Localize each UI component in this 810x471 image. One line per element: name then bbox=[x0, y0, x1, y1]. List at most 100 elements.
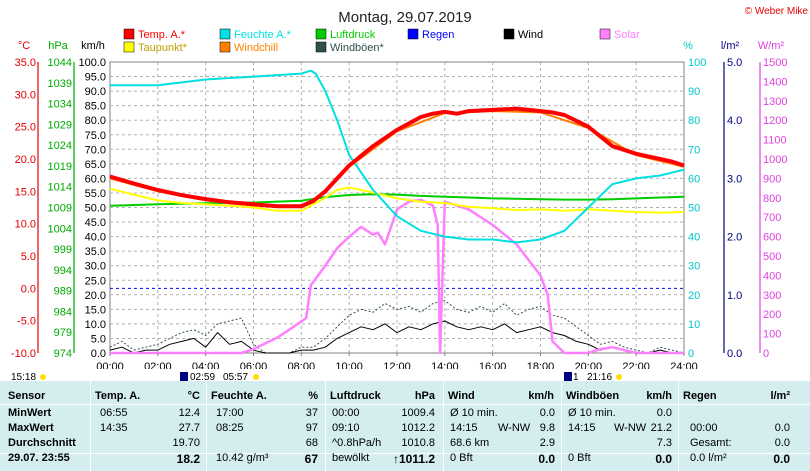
wind-tick-label: 20.0 bbox=[85, 290, 106, 302]
summary-row: 29.07. 23:55 18.2 10.42 g/m³ 67 bewölkt ↑1011… bbox=[0, 451, 810, 466]
header-humidity-unit: % bbox=[308, 390, 318, 402]
header-sensor: Sensor bbox=[8, 390, 46, 402]
summary-cell-label: MinWert bbox=[8, 407, 52, 419]
summary-cell-temp-val: 19.70 bbox=[172, 437, 200, 449]
wind-tick-label: 85.0 bbox=[85, 101, 106, 113]
solar-tick-label: 1000 bbox=[763, 154, 787, 166]
summary-cell-label: MaxWert bbox=[8, 422, 54, 434]
summary-cell-gust-val: 0.0 bbox=[656, 407, 672, 419]
summary-cell-press-val: 1009.4 bbox=[401, 407, 435, 419]
wind-tick-label: 95.0 bbox=[85, 72, 106, 84]
summary-cell-wind-val: 2.9 bbox=[539, 437, 555, 449]
wind-tick-label: 80.0 bbox=[85, 115, 106, 127]
header-wind-unit: km/h bbox=[528, 390, 554, 402]
series-line-feuchte-a bbox=[110, 69, 685, 244]
temp-tick-label: -10.0 bbox=[11, 348, 36, 360]
summary-cell-gust-a: 14:15 bbox=[568, 422, 596, 434]
moon-label: 1 bbox=[573, 372, 579, 381]
solar-tick-label: 400 bbox=[763, 270, 781, 282]
wind-tick-label: 90.0 bbox=[85, 86, 106, 98]
legend-swatch bbox=[503, 28, 515, 40]
summary-cell-wind-a: 68.6 km bbox=[450, 437, 490, 449]
header-temp-unit: °C bbox=[187, 390, 200, 402]
summary-cell-gust-b: W-NW bbox=[614, 422, 647, 434]
summary-row: MaxWert 14:35 27.7 08:25 97 09:10 1012.2 14:15 W… bbox=[0, 421, 810, 436]
rain-unit-label: l/m² bbox=[721, 40, 740, 52]
summary-row: MinWert 06:55 12.4 17:00 37 00:00 1009.4 Ø 10 m… bbox=[0, 406, 810, 421]
pressure-tick-label: 1019 bbox=[48, 161, 72, 173]
header-temp: Temp. A. bbox=[95, 390, 141, 402]
humidity-tick-label: 0 bbox=[688, 348, 694, 360]
wind-tick-label: 30.0 bbox=[85, 261, 106, 273]
temp-tick-label: 10.0 bbox=[15, 219, 36, 231]
pressure-tick-label: 984 bbox=[54, 306, 72, 318]
wind-tick-label: 50.0 bbox=[85, 203, 106, 215]
chart-series bbox=[109, 69, 685, 355]
legend-swatch bbox=[123, 28, 135, 40]
wind-tick-label: 0.0 bbox=[91, 348, 106, 360]
rain-tick-label: 0.0 bbox=[727, 348, 742, 360]
sun-icon bbox=[40, 374, 46, 380]
solar-tick-label: 1200 bbox=[763, 115, 787, 127]
time-left-label: 15:18 bbox=[11, 372, 36, 381]
summary-cell-rain-val: 0.0 bbox=[774, 437, 790, 449]
solar-tick-label: 500 bbox=[763, 251, 781, 263]
header-gust: Windböen bbox=[566, 390, 620, 402]
summary-cell-gust-a: Ø 10 min. bbox=[568, 407, 616, 419]
summary-cell-temp-time: 14:35 bbox=[100, 422, 128, 434]
summary-cell-temp-val: 27.7 bbox=[178, 422, 200, 434]
copyright-label: © Weber Mike bbox=[745, 6, 809, 17]
summary-cell-temp-val: 12.4 bbox=[178, 407, 200, 419]
solar-tick-label: 1400 bbox=[763, 76, 787, 88]
series-line-luftdruck bbox=[109, 193, 685, 207]
temp-tick-label: 30.0 bbox=[15, 89, 36, 101]
humidity-tick-label: 80 bbox=[688, 115, 700, 127]
weather-chart: Montag, 29.07.2019 © Weber Mike Temp. A.… bbox=[10, 6, 809, 381]
rain-tick-label: 1.0 bbox=[727, 290, 742, 302]
rain-tick-label: 5.0 bbox=[727, 57, 742, 69]
legend-swatch bbox=[219, 41, 231, 53]
humidity-tick-label: 20 bbox=[688, 290, 700, 302]
summary-cell-wind-a: Ø 10 min. bbox=[450, 407, 498, 419]
series-line-windböen bbox=[109, 300, 685, 354]
header-pressure-unit: hPa bbox=[414, 390, 435, 402]
summary-cell-temp-val: 18.2 bbox=[176, 452, 200, 466]
wind-tick-label: 60.0 bbox=[85, 173, 106, 185]
legend-label: Regen bbox=[422, 29, 454, 41]
summary-cell-gust-a: 0 Bft bbox=[568, 452, 591, 464]
summary-cell-wind-val: 9.8 bbox=[539, 422, 555, 434]
header-wind: Wind bbox=[448, 390, 475, 402]
chart-legend: Temp. A.* Feuchte A.* Luftdruck Regen Wind So… bbox=[123, 28, 640, 54]
wind-tick-label: 70.0 bbox=[85, 144, 106, 156]
humidity-tick-label: 10 bbox=[688, 319, 700, 331]
legend-label: Feuchte A.* bbox=[234, 29, 292, 41]
summary-cell-gust-val: 21.2 bbox=[650, 422, 672, 434]
summary-cell-wind-a: 14:15 bbox=[450, 422, 478, 434]
solar-tick-label: 800 bbox=[763, 193, 781, 205]
temp-tick-label: 5.0 bbox=[21, 251, 36, 263]
solar-tick-label: 1300 bbox=[763, 96, 787, 108]
header-rain-unit: l/m² bbox=[770, 390, 790, 402]
rain-tick-label: 2.0 bbox=[727, 232, 742, 244]
solar-tick-label: 300 bbox=[763, 290, 781, 302]
pressure-tick-label: 994 bbox=[54, 265, 72, 277]
solar-tick-label: 100 bbox=[763, 329, 781, 341]
temp-tick-label: -5.0 bbox=[17, 316, 36, 328]
summary-table: Sensor Temp. A. °C Feuchte A. % Luftdruc… bbox=[0, 381, 810, 471]
pressure-tick-label: 1004 bbox=[48, 223, 72, 235]
summary-cell-hum-time: 08:25 bbox=[216, 422, 244, 434]
moon-sun-icon bbox=[616, 374, 622, 380]
legend-label: Windböen* bbox=[330, 42, 385, 54]
summary-cell-gust-val: 7.3 bbox=[656, 437, 672, 449]
header-rain: Regen bbox=[683, 390, 717, 402]
chart-axes: 35.0 30.0 25.0 20.0 15.0 10.0 5.0 0.0 -5.0 -10.0 1… bbox=[11, 57, 788, 360]
temp-tick-label: 25.0 bbox=[15, 122, 36, 134]
summary-cell-rain-val: 0.0 bbox=[774, 422, 790, 434]
legend-label: Temp. A.* bbox=[138, 29, 186, 41]
solar-unit-label: W/m² bbox=[758, 40, 785, 52]
legend-label: Solar bbox=[614, 29, 640, 41]
wind-tick-label: 35.0 bbox=[85, 246, 106, 258]
chart-title: Montag, 29.07.2019 bbox=[338, 9, 471, 26]
summary-cell-label: 29.07. 23:55 bbox=[8, 452, 70, 464]
legend-swatch bbox=[219, 28, 231, 40]
